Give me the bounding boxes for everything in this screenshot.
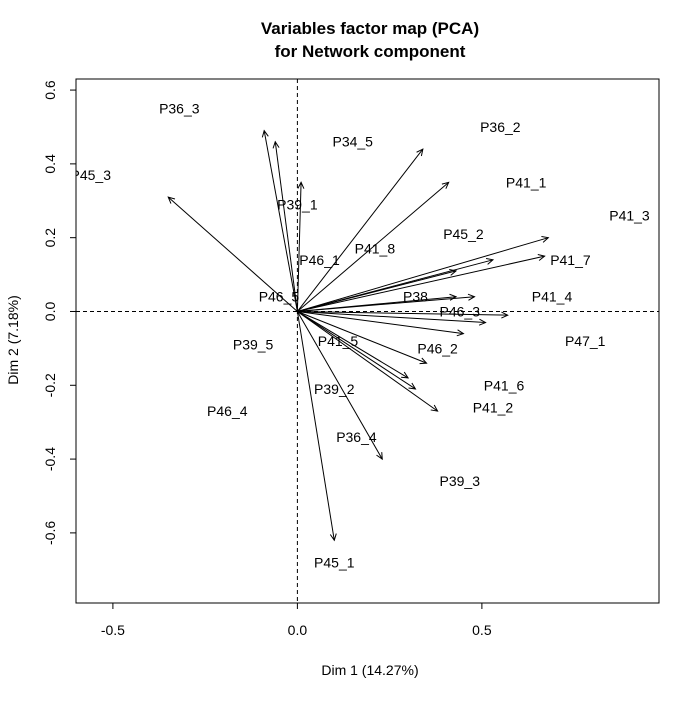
variable-label: P46_4 [207, 403, 248, 419]
y-axis: -0.6 -0.4 -0.2 0.0 0.2 0.4 0.6 [42, 80, 76, 545]
arrow-head [541, 236, 550, 243]
variable-label: P41_5 [318, 333, 359, 349]
variable-arrow [297, 311, 416, 390]
arrow-head [449, 293, 458, 301]
arrow-head [467, 293, 476, 301]
y-tick-label: 0.0 [42, 302, 58, 322]
y-axis-label: Dim 2 (7.18%) [5, 295, 21, 384]
variable-label: P46_5 [259, 289, 300, 305]
x-axis: -0.5 0.0 0.5 [101, 603, 492, 638]
arrow-head [430, 404, 439, 412]
chart-title-line-1: Variables factor map (PCA) [261, 19, 479, 38]
y-tick-label: 0.2 [42, 228, 58, 248]
variable-arrow [296, 311, 335, 541]
variable-arrow [297, 310, 508, 316]
arrow-head [167, 196, 176, 204]
variable-label: P41_1 [506, 174, 547, 190]
variable-arrow [296, 148, 424, 312]
variable-arrow [297, 311, 438, 412]
variable-arrow [297, 181, 450, 312]
variable-arrow [296, 182, 302, 312]
variable-label: P38 [403, 289, 428, 305]
variable-arrow [296, 311, 383, 460]
variable-label: P41_7 [550, 252, 591, 268]
x-tick-label: 0.5 [472, 622, 492, 638]
variable-arrow [297, 311, 409, 379]
x-tick-label: -0.5 [101, 622, 125, 638]
variable-label: P47_1 [565, 333, 606, 349]
variable-label: P41_2 [473, 399, 514, 415]
variable-label: P46_1 [299, 252, 340, 268]
variable-label: P45_2 [443, 226, 484, 242]
variable-labels: P36_3 P45_3 P34_5 P36_2 P39_1 P41_1 P41_3 P45_2… [71, 101, 650, 571]
y-tick-label: -0.4 [42, 447, 58, 471]
arrow-head [485, 258, 495, 265]
reference-lines [76, 79, 659, 603]
arrow-head [441, 181, 450, 189]
variable-label: P41_3 [609, 208, 650, 224]
variable-label: P36_3 [159, 101, 200, 117]
arrow-head [537, 254, 546, 261]
variable-arrow [167, 196, 298, 312]
variable-label: P46_3 [440, 303, 481, 319]
variable-arrow [297, 270, 457, 312]
variable-label: P39_5 [233, 337, 274, 353]
variable-arrow [274, 141, 298, 312]
arrow-head [272, 140, 280, 149]
variable-arrow [263, 130, 298, 312]
variable-arrow [297, 296, 457, 312]
arrow-head [408, 382, 417, 390]
variable-arrow [297, 310, 464, 335]
variable-label: P39_1 [277, 196, 318, 212]
variable-arrow [297, 310, 486, 324]
y-tick-label: -0.6 [42, 521, 58, 545]
variable-label: P36_4 [336, 429, 377, 445]
y-tick-label: 0.4 [42, 154, 58, 174]
arrow-head [329, 533, 337, 542]
variable-label: P39_2 [314, 381, 355, 397]
variable-label: P41_8 [355, 241, 396, 257]
variable-label: P45_3 [71, 167, 112, 183]
variable-label: P41_4 [532, 289, 573, 305]
arrow-head [456, 329, 465, 337]
variable-label: P45_1 [314, 554, 355, 570]
arrow-head [478, 318, 487, 326]
chart-title-line-2: for Network component [275, 42, 466, 61]
arrow-head [501, 311, 509, 319]
x-axis-label: Dim 1 (14.27%) [321, 662, 418, 678]
arrow-head [419, 357, 428, 365]
arrow-head [449, 269, 458, 276]
arrow-head [261, 129, 269, 138]
y-tick-label: 0.6 [42, 80, 58, 100]
arrow-head [416, 148, 424, 157]
variable-arrow [297, 255, 545, 312]
variable-label: P34_5 [332, 134, 373, 150]
arrow-head [376, 452, 383, 461]
y-tick-label: -0.2 [42, 373, 58, 397]
variable-label: P36_2 [480, 119, 521, 135]
variable-arrow [297, 237, 549, 312]
variable-label: P41_6 [484, 377, 525, 393]
plot-frame [75, 78, 660, 604]
variable-label: P46_2 [417, 340, 458, 356]
variable-label: P39_3 [440, 473, 481, 489]
x-tick-label: 0.0 [288, 622, 308, 638]
variable-arrows [167, 129, 550, 542]
variable-arrow [297, 311, 427, 364]
arrow-head [297, 181, 305, 189]
arrow-head [401, 371, 410, 379]
